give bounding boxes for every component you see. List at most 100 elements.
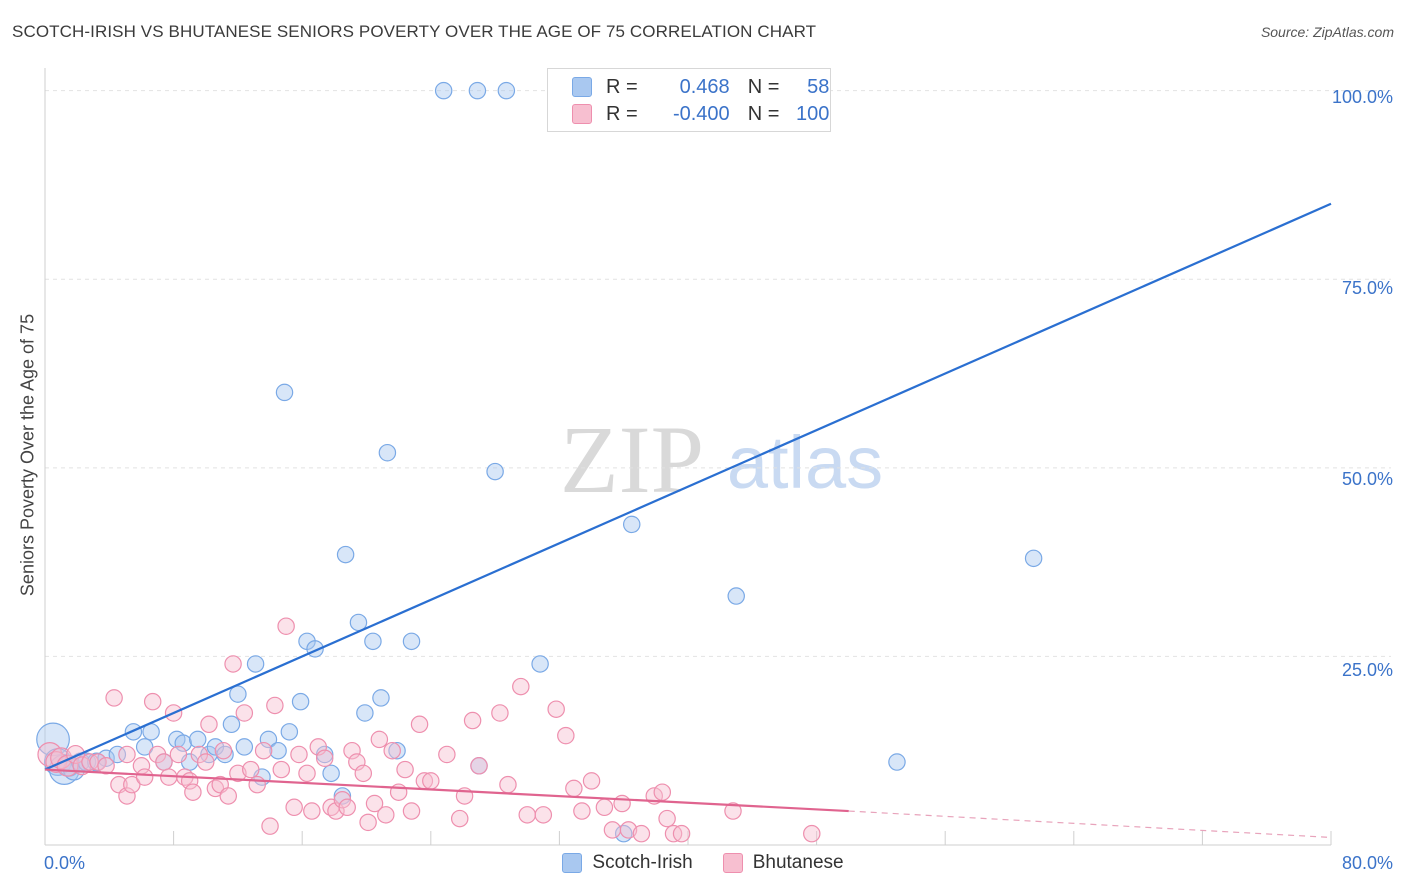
bhutanese-point (450, 809, 469, 828)
bhutanese-point (315, 749, 334, 767)
bhutanese-point (338, 798, 356, 817)
x-axis-min-label: 0.0% (44, 853, 86, 873)
legend-item-scotch-irish[interactable]: Scotch-Irish (562, 852, 693, 874)
scotch-irish-point (727, 587, 745, 605)
axes (44, 68, 1332, 846)
bhutanese-point (573, 802, 591, 820)
bhutanese-point (200, 715, 218, 734)
scotch-irish-point (364, 632, 382, 651)
bhutanese-point (632, 824, 651, 843)
bhutanese-point (547, 700, 565, 718)
watermark-zip: ZIP (560, 406, 704, 513)
gridlines (45, 90, 1391, 657)
bhutanese-point (343, 741, 361, 760)
scotch-irish-point (275, 383, 294, 402)
bhutanese-point (565, 779, 583, 798)
bhutanese-point (402, 802, 421, 820)
bhutanese-point (463, 711, 482, 730)
legend-swatch-bhutanese (722, 853, 743, 873)
scotch-irish-point (259, 730, 278, 749)
scotch-irish-point (235, 738, 254, 756)
bhutanese-point (214, 741, 233, 760)
bhutanese-point (298, 764, 316, 783)
y-tick-label-25: 25.0% (1341, 660, 1393, 680)
bhutanese-point (118, 745, 136, 764)
scotch-irish-point (269, 741, 287, 760)
legend-item-bhutanese[interactable]: Bhutanese (722, 852, 844, 874)
bhutanese-point (803, 824, 821, 843)
bhutanese-point (123, 775, 141, 794)
scotch-irish-point (97, 749, 115, 767)
bhutanese-point (619, 821, 638, 839)
bhutanese-point (224, 655, 242, 673)
bhutanese-point (603, 821, 622, 839)
legend-n-value: 100 (796, 102, 830, 125)
scotch-irish-point (402, 632, 421, 651)
scotch-irish-point (388, 741, 406, 760)
y-tick-label-50: 50.0% (1341, 469, 1393, 489)
bhutanese-point (658, 809, 676, 828)
bhutanese-point (89, 753, 107, 771)
bhutanese-point (724, 802, 742, 820)
bhutanese-point (184, 783, 202, 801)
bhutanese-point (370, 730, 389, 749)
bhutanese-point (272, 760, 291, 779)
legend-r-label: R = (606, 75, 638, 98)
source-label: Source: ZipAtlas.com (1260, 24, 1394, 40)
chart-title: SCOTCH-IRISH VS BHUTANESE SENIORS POVERT… (12, 22, 817, 41)
scotch-irish-point (434, 81, 453, 100)
legend-r-value: 0.468 (679, 75, 730, 98)
legend-row-scotch-irish: R = 0.468 N = 58 (572, 74, 829, 100)
bhutanese-point (229, 764, 247, 783)
bhutanese-point (491, 704, 509, 722)
legend-label-scotch-irish: Scotch-Irish (592, 852, 693, 873)
trend-lines (44, 202, 1332, 839)
correlation-legend: R = 0.468 N = 58 R = -0.400 N = 100 (547, 68, 831, 132)
series-legend: Scotch-Irish Bhutanese (0, 852, 1406, 874)
data-points (36, 81, 1043, 843)
bhutanese-point (261, 817, 279, 835)
legend-row-bhutanese: R = -0.400 N = 100 (572, 101, 829, 127)
bhutanese-point (557, 726, 575, 745)
scotch-irish-point (372, 689, 390, 707)
scotch-irish-point (378, 443, 397, 462)
legend-swatch-scotch-irish (572, 77, 592, 97)
scotch-irish-trend-line (44, 202, 1332, 771)
scotch-irish-point (322, 764, 340, 783)
scotch-irish-point (1024, 549, 1043, 568)
bhutanese-point (169, 745, 188, 764)
bhutanese-point (499, 775, 517, 794)
y-tick-label-100: 100.0% (1331, 87, 1393, 107)
legend-swatch-bhutanese (572, 104, 592, 124)
bhutanese-point (248, 775, 266, 794)
scotch-irish-point (135, 738, 154, 756)
scotch-irish-point (280, 723, 299, 741)
bhutanese-point (518, 806, 536, 824)
legend-n-label: N = (747, 75, 780, 98)
bhutanese-point (383, 741, 401, 760)
bhutanese-point (155, 753, 173, 771)
bhutanese-point (582, 772, 601, 790)
bhutanese-point (254, 741, 273, 760)
scotch-irish-point (188, 730, 207, 749)
bhutanese-point (613, 794, 631, 813)
scotch-irish-point (888, 753, 906, 771)
y-axis-label: Seniors Poverty Over the Age of 75 (17, 313, 38, 597)
bhutanese-point (285, 798, 303, 817)
bhutanese-point (512, 677, 530, 696)
bhutanese-point (653, 783, 672, 801)
bhutanese-point (410, 715, 429, 734)
scotch-irish-point (486, 462, 504, 481)
bhutanese-point (235, 704, 254, 722)
legend-swatch-scotch-irish (562, 853, 583, 873)
scotch-irish-point (333, 787, 352, 805)
scotch-irish-point (246, 655, 265, 673)
legend-r-label: R = (606, 102, 638, 125)
legend-r-value: -0.400 (672, 102, 730, 125)
bhutanese-trend-line (44, 768, 849, 813)
bhutanese-point (365, 794, 384, 813)
bhutanese-point (290, 745, 308, 764)
bhutanese-point (672, 824, 691, 843)
bhutanese-point (377, 806, 395, 824)
